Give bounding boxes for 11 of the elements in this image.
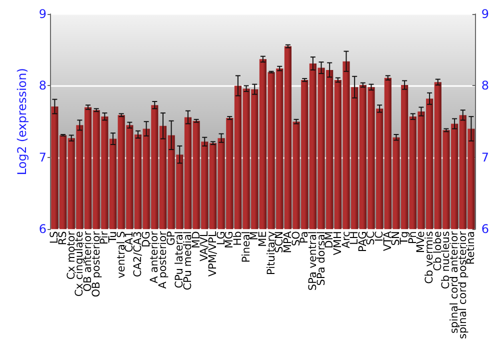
y-tick-label: 7: [38, 150, 47, 164]
y-axis-title: Log2 (expression): [15, 68, 29, 176]
y2-tick-label: 6: [481, 222, 490, 236]
x-tick-label: Retina: [465, 231, 478, 265]
y-tick-label: 6: [38, 222, 47, 236]
y2-tick-label: 7: [481, 150, 490, 164]
x-tick-label: Pituitary: [265, 231, 278, 275]
y-tick-label: 8: [38, 78, 47, 93]
y2-tick-label: 8: [481, 78, 490, 93]
y-tick-label: 9: [38, 7, 47, 21]
y2-tick-label: 9: [481, 7, 490, 21]
